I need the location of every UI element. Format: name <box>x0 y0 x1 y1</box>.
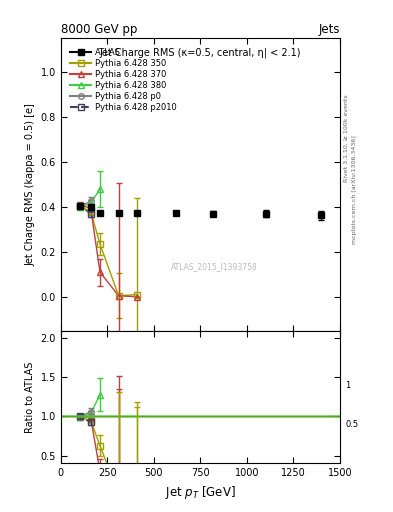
Pythia 6.428 370 <box>88 205 93 211</box>
Pythia 6.428 p2010 <box>77 203 82 209</box>
Pythia 6.428 370 <box>97 269 102 275</box>
Text: Jet Charge RMS (κ=0.5, central, η| < 2.1): Jet Charge RMS (κ=0.5, central, η| < 2.1… <box>100 47 301 58</box>
Line: Pythia 6.428 380: Pythia 6.428 380 <box>77 186 103 210</box>
Pythia 6.428 350 <box>77 203 82 209</box>
Line: Pythia 6.428 p2010: Pythia 6.428 p2010 <box>77 203 94 217</box>
Text: 8000 GeV pp: 8000 GeV pp <box>61 23 137 36</box>
Y-axis label: Ratio to ATLAS: Ratio to ATLAS <box>25 361 35 433</box>
Legend: ATLAS, Pythia 6.428 350, Pythia 6.428 370, Pythia 6.428 380, Pythia 6.428 p0, Py: ATLAS, Pythia 6.428 350, Pythia 6.428 37… <box>68 46 180 115</box>
Text: Jets: Jets <box>318 23 340 36</box>
Pythia 6.428 370 <box>116 293 121 299</box>
Pythia 6.428 370 <box>77 202 82 208</box>
Pythia 6.428 370 <box>135 294 140 300</box>
Pythia 6.428 350 <box>135 291 140 297</box>
Text: Rivet 3.1.10, ≥ 100k events: Rivet 3.1.10, ≥ 100k events <box>344 94 349 182</box>
Pythia 6.428 p2010 <box>88 210 93 217</box>
Line: Pythia 6.428 p0: Pythia 6.428 p0 <box>77 199 94 209</box>
Pythia 6.428 350 <box>88 208 93 215</box>
Pythia 6.428 p0 <box>77 203 82 209</box>
Line: Pythia 6.428 370: Pythia 6.428 370 <box>77 202 140 300</box>
Pythia 6.428 380 <box>77 204 82 210</box>
Text: 0.5: 0.5 <box>345 420 359 429</box>
Y-axis label: Jet Charge RMS (kappa = 0.5) [e]: Jet Charge RMS (kappa = 0.5) [e] <box>25 103 35 266</box>
X-axis label: Jet $p_T$ [GeV]: Jet $p_T$ [GeV] <box>165 484 236 501</box>
Pythia 6.428 380 <box>97 186 102 192</box>
Line: Pythia 6.428 350: Pythia 6.428 350 <box>77 203 140 298</box>
Text: 1: 1 <box>345 381 351 390</box>
Text: ATLAS_2015_I1393758: ATLAS_2015_I1393758 <box>171 262 258 271</box>
Pythia 6.428 350 <box>97 241 102 247</box>
Pythia 6.428 350 <box>116 293 121 299</box>
Pythia 6.428 380 <box>88 201 93 207</box>
Pythia 6.428 p0 <box>88 198 93 204</box>
Text: mcplots.cern.ch [arXiv:1306.3436]: mcplots.cern.ch [arXiv:1306.3436] <box>352 135 357 244</box>
